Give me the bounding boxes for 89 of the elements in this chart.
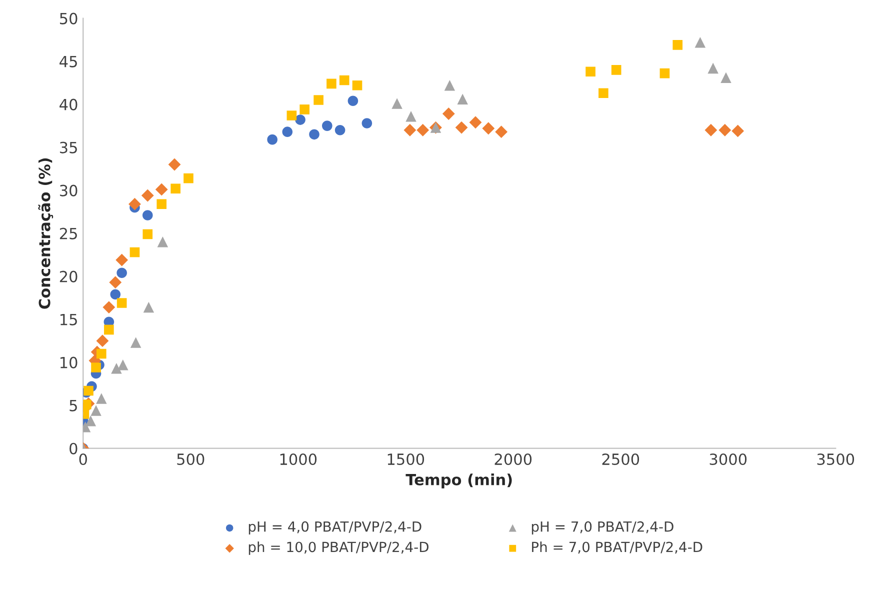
point [442, 108, 455, 120]
point [157, 236, 168, 248]
point [457, 94, 468, 105]
y-tick-label: 30 [60, 184, 78, 196]
point [598, 88, 608, 98]
x-tick-label: 1500 [388, 453, 424, 466]
point [444, 80, 456, 91]
point [168, 158, 181, 171]
point [708, 62, 718, 74]
y-tick-label: 15 [60, 314, 77, 326]
point [102, 301, 116, 314]
point [282, 126, 293, 137]
y-tick-label: 5 [70, 400, 77, 412]
point [142, 210, 153, 220]
y-tick-label: 35 [60, 142, 77, 154]
point [404, 124, 416, 136]
point [362, 118, 372, 128]
x-tick-label: 3500 [817, 453, 854, 466]
x-axis-title: Tempo (min) [406, 474, 512, 488]
point [130, 247, 140, 258]
x-tick-label: 2500 [602, 453, 640, 466]
point [334, 124, 346, 136]
point [142, 229, 153, 240]
point [96, 334, 109, 348]
point [495, 126, 508, 138]
x-tick-label: 1000 [280, 453, 317, 466]
point [130, 337, 142, 348]
point [732, 124, 744, 138]
point [672, 40, 683, 50]
y-axis-title: Concentração (%) [38, 158, 54, 309]
point [143, 302, 154, 313]
point [322, 120, 332, 131]
point [309, 129, 320, 140]
point [141, 189, 154, 202]
point [348, 96, 358, 106]
y-tick-label: 25 [60, 228, 77, 240]
point [85, 415, 96, 426]
point [339, 75, 350, 86]
point [110, 289, 121, 300]
point [704, 124, 718, 136]
point [586, 66, 596, 77]
legend-label: ph = 10,0 PBAT/PVP/2,4-D [248, 541, 428, 555]
y-tick-label: 50 [60, 12, 78, 24]
point [300, 104, 310, 114]
point [295, 114, 306, 125]
point [109, 276, 122, 289]
point [406, 110, 416, 122]
point [267, 134, 278, 145]
point [156, 199, 167, 209]
y-tick-label: 10 [60, 356, 78, 368]
point [116, 268, 127, 278]
y-tick-label: 45 [60, 56, 77, 68]
point [91, 362, 101, 372]
x-tick-label: 0 [79, 453, 87, 466]
point [314, 95, 324, 105]
x-tick-label: 500 [177, 453, 204, 466]
point [482, 122, 495, 135]
point [286, 110, 297, 120]
point [96, 393, 107, 404]
point [116, 298, 127, 308]
point [455, 121, 468, 134]
point [170, 184, 180, 194]
point [611, 64, 622, 75]
point [83, 400, 92, 410]
legend-label: pH = 4,0 PBAT/PVP/2,4-D [248, 521, 422, 534]
legend-label: pH = 7,0 PBAT/2,4-D [532, 521, 674, 534]
point [720, 72, 732, 84]
point [90, 405, 102, 416]
point [96, 348, 106, 359]
x-tick-label: 3000 [710, 453, 747, 466]
point [469, 116, 482, 129]
point [718, 124, 732, 136]
y-tick-label: 20 [60, 270, 78, 282]
point [155, 183, 168, 196]
y-tick-label: 40 [60, 98, 78, 110]
point [694, 37, 706, 48]
legend-label: Ph = 7,0 PBAT/PVP/2,4-D [532, 541, 702, 554]
point [416, 124, 430, 136]
x-tick-label: 2000 [494, 453, 532, 466]
y-tick-label: 0 [70, 442, 78, 454]
point [326, 78, 336, 89]
point [128, 198, 141, 210]
point [352, 80, 362, 90]
point [104, 324, 114, 335]
point [392, 98, 402, 109]
point [184, 173, 194, 184]
point [660, 68, 670, 78]
point [116, 254, 128, 266]
point [118, 360, 128, 370]
